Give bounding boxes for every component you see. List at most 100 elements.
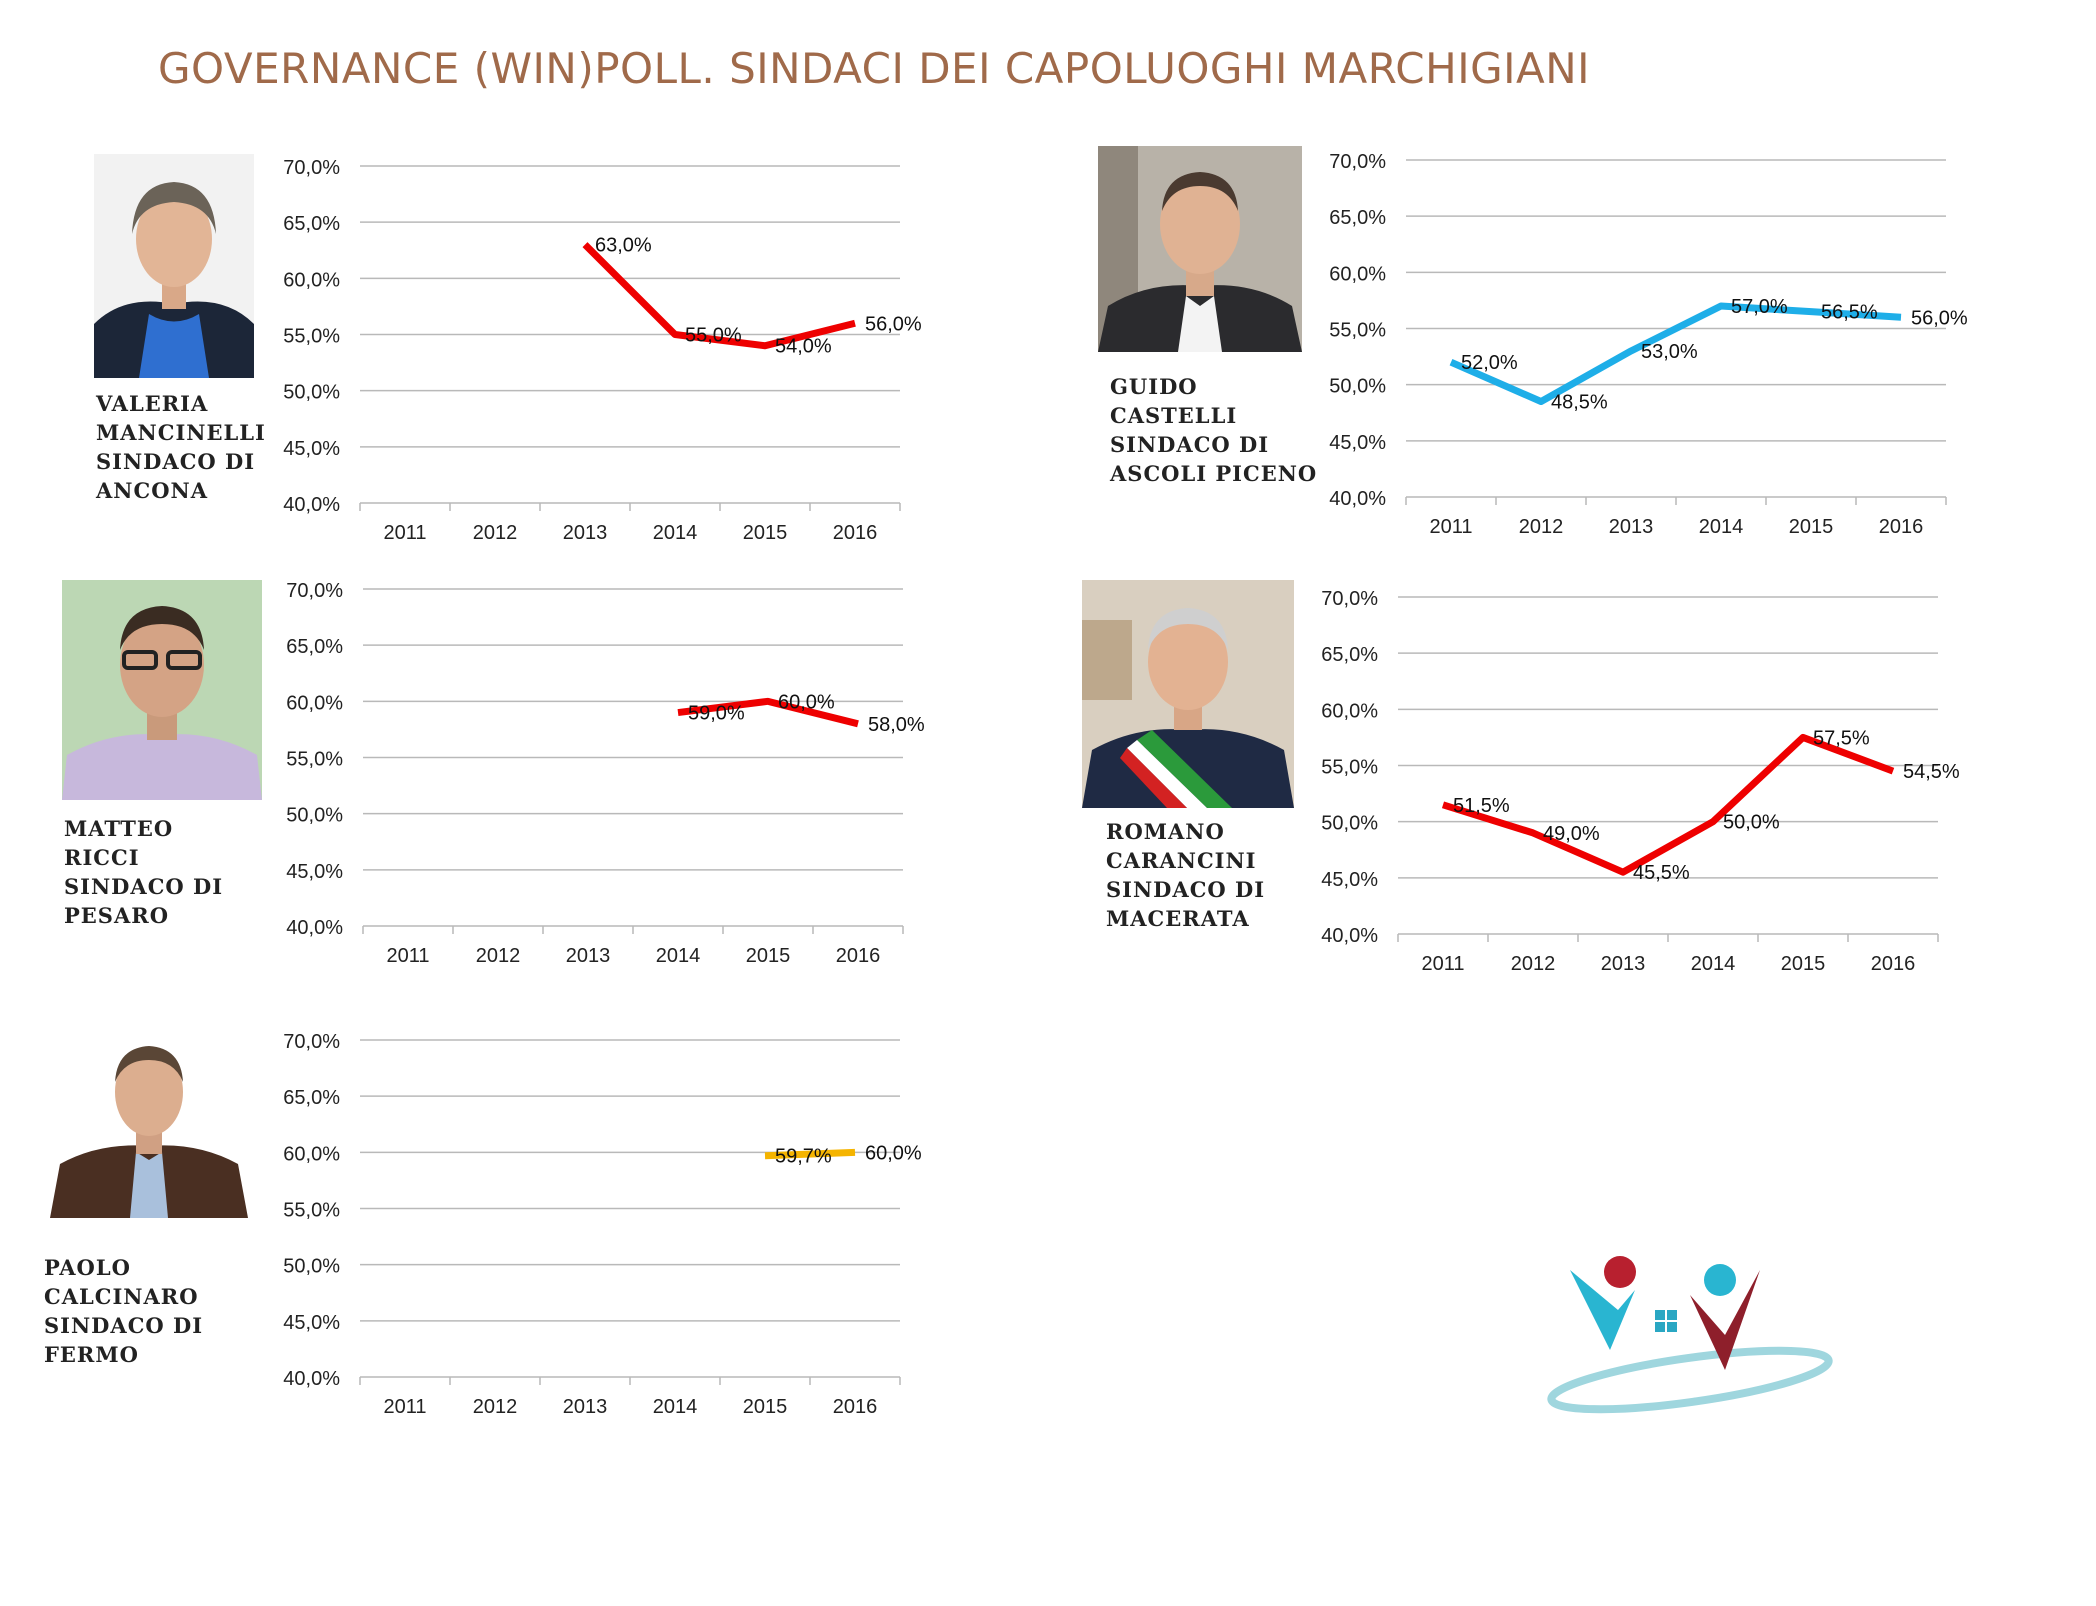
- series-line: [582, 242, 856, 350]
- caption-line: RICCI: [64, 845, 140, 870]
- data-label: 59,7%: [775, 1146, 832, 1168]
- photo-ricci: [62, 580, 262, 800]
- series-line: [1441, 733, 1895, 876]
- page-title: GOVERNANCE (WIN)POLL. SINDACI DEI CAPOLU…: [158, 44, 1591, 93]
- man-portrait-icon: [1082, 580, 1294, 808]
- y-tick-label: 65,0%: [286, 636, 343, 658]
- data-label: 56,5%: [1821, 302, 1878, 324]
- x-tick-label: 2015: [1789, 516, 1834, 538]
- caption-pesaro: MATTEO RICCI SINDACO DI PESARO: [64, 814, 223, 930]
- x-tick-label: 2013: [563, 522, 608, 544]
- x-tick-label: 2012: [476, 945, 521, 967]
- y-tick-label: 60,0%: [283, 1143, 340, 1165]
- man-portrait-icon: [62, 580, 262, 800]
- x-tick-label: 2016: [1871, 953, 1916, 975]
- x-tick-label: 2012: [473, 1396, 518, 1418]
- x-tick-label: 2011: [386, 945, 429, 967]
- x-tick-label: 2016: [833, 522, 878, 544]
- y-tick-label: 45,0%: [286, 861, 343, 883]
- data-label: 51,5%: [1453, 795, 1510, 817]
- data-label: 54,5%: [1903, 761, 1960, 783]
- caption-line: MANCINELLI: [96, 420, 266, 445]
- y-tick-label: 50,0%: [283, 1256, 340, 1278]
- y-tick-label: 50,0%: [283, 382, 340, 404]
- y-tick-label: 40,0%: [286, 917, 343, 939]
- y-tick-label: 45,0%: [1329, 432, 1386, 454]
- y-tick-label: 40,0%: [283, 1368, 340, 1390]
- caption-line: PESARO: [64, 903, 170, 928]
- x-tick-label: 2016: [833, 1396, 878, 1418]
- caption-line: FERMO: [44, 1342, 139, 1367]
- data-label: 57,0%: [1731, 296, 1788, 318]
- data-label: 56,0%: [865, 313, 922, 335]
- y-tick-label: 45,0%: [283, 1312, 340, 1334]
- series-line: [1449, 302, 1902, 406]
- data-label: 54,0%: [775, 336, 832, 358]
- x-tick-label: 2013: [1609, 516, 1654, 538]
- caption-line: SINDACO DI: [44, 1313, 204, 1338]
- caption-line: SINDACO DI: [1106, 877, 1266, 902]
- x-tick-label: 2012: [473, 522, 518, 544]
- data-label: 55,0%: [685, 325, 742, 347]
- caption-line: MACERATA: [1106, 906, 1250, 931]
- y-tick-label: 50,0%: [286, 805, 343, 827]
- x-tick-label: 2015: [746, 945, 791, 967]
- x-tick-label: 2014: [1691, 953, 1736, 975]
- y-tick-label: 70,0%: [286, 580, 343, 602]
- caption-line: ANCONA: [96, 478, 208, 503]
- x-tick-label: 2013: [566, 945, 611, 967]
- y-tick-label: 55,0%: [286, 749, 343, 771]
- caption-line: SINDACO DI: [1110, 432, 1270, 457]
- caption-line: CASTELLI: [1110, 403, 1238, 428]
- y-tick-label: 50,0%: [1329, 376, 1386, 398]
- y-tick-label: 65,0%: [283, 1087, 340, 1109]
- caption-line: MATTEO: [64, 816, 174, 841]
- y-tick-label: 70,0%: [283, 1031, 340, 1053]
- photo-calcinaro: [50, 1034, 248, 1218]
- x-tick-label: 2014: [1699, 516, 1744, 538]
- x-tick-label: 2012: [1511, 953, 1556, 975]
- y-tick-label: 60,0%: [1329, 263, 1386, 285]
- y-tick-label: 40,0%: [1329, 488, 1386, 510]
- y-tick-label: 55,0%: [1321, 757, 1378, 779]
- caption-line: GUIDO: [1110, 374, 1198, 399]
- man-portrait-icon: [50, 1034, 248, 1218]
- winpoll-logo: [1540, 1240, 1840, 1420]
- data-label: 49,0%: [1543, 823, 1600, 845]
- y-tick-label: 60,0%: [286, 692, 343, 714]
- y-tick-label: 65,0%: [283, 213, 340, 235]
- y-tick-label: 70,0%: [283, 157, 340, 179]
- data-label: 56,0%: [1911, 307, 1968, 329]
- x-tick-label: 2015: [1781, 953, 1826, 975]
- winpoll-logo-icon: [1547, 1256, 1833, 1414]
- photo-mancinelli: [94, 154, 254, 378]
- y-tick-label: 65,0%: [1329, 207, 1386, 229]
- caption-line: SINDACO DI: [64, 874, 224, 899]
- caption-fermo: PAOLO CALCINARO SINDACO DI FERMO: [44, 1253, 203, 1369]
- x-tick-label: 2014: [653, 522, 698, 544]
- data-label: 58,0%: [868, 714, 925, 736]
- x-tick-label: 2011: [383, 522, 426, 544]
- x-tick-label: 2011: [383, 1396, 426, 1418]
- data-label: 59,0%: [688, 703, 745, 725]
- x-tick-label: 2015: [743, 522, 788, 544]
- y-tick-label: 55,0%: [1329, 320, 1386, 342]
- data-label: 52,0%: [1461, 352, 1518, 374]
- caption-ancona: VALERIA MANCINELLI SINDACO DI ANCONA: [96, 389, 266, 505]
- y-tick-label: 55,0%: [283, 1200, 340, 1222]
- data-label: 63,0%: [595, 235, 652, 257]
- y-tick-label: 55,0%: [283, 326, 340, 348]
- caption-line: ROMANO: [1106, 819, 1225, 844]
- y-tick-label: 70,0%: [1321, 588, 1378, 610]
- caption-line: ASCOLI PICENO: [1110, 461, 1318, 486]
- man-portrait-icon: [1098, 146, 1302, 352]
- y-tick-label: 40,0%: [1321, 925, 1378, 947]
- photo-carancini: [1082, 580, 1294, 808]
- y-tick-label: 45,0%: [283, 438, 340, 460]
- x-tick-label: 2016: [1879, 516, 1924, 538]
- y-tick-label: 70,0%: [1329, 151, 1386, 173]
